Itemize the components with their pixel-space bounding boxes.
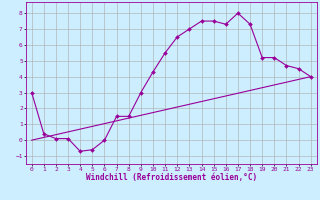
X-axis label: Windchill (Refroidissement éolien,°C): Windchill (Refroidissement éolien,°C)	[86, 173, 257, 182]
